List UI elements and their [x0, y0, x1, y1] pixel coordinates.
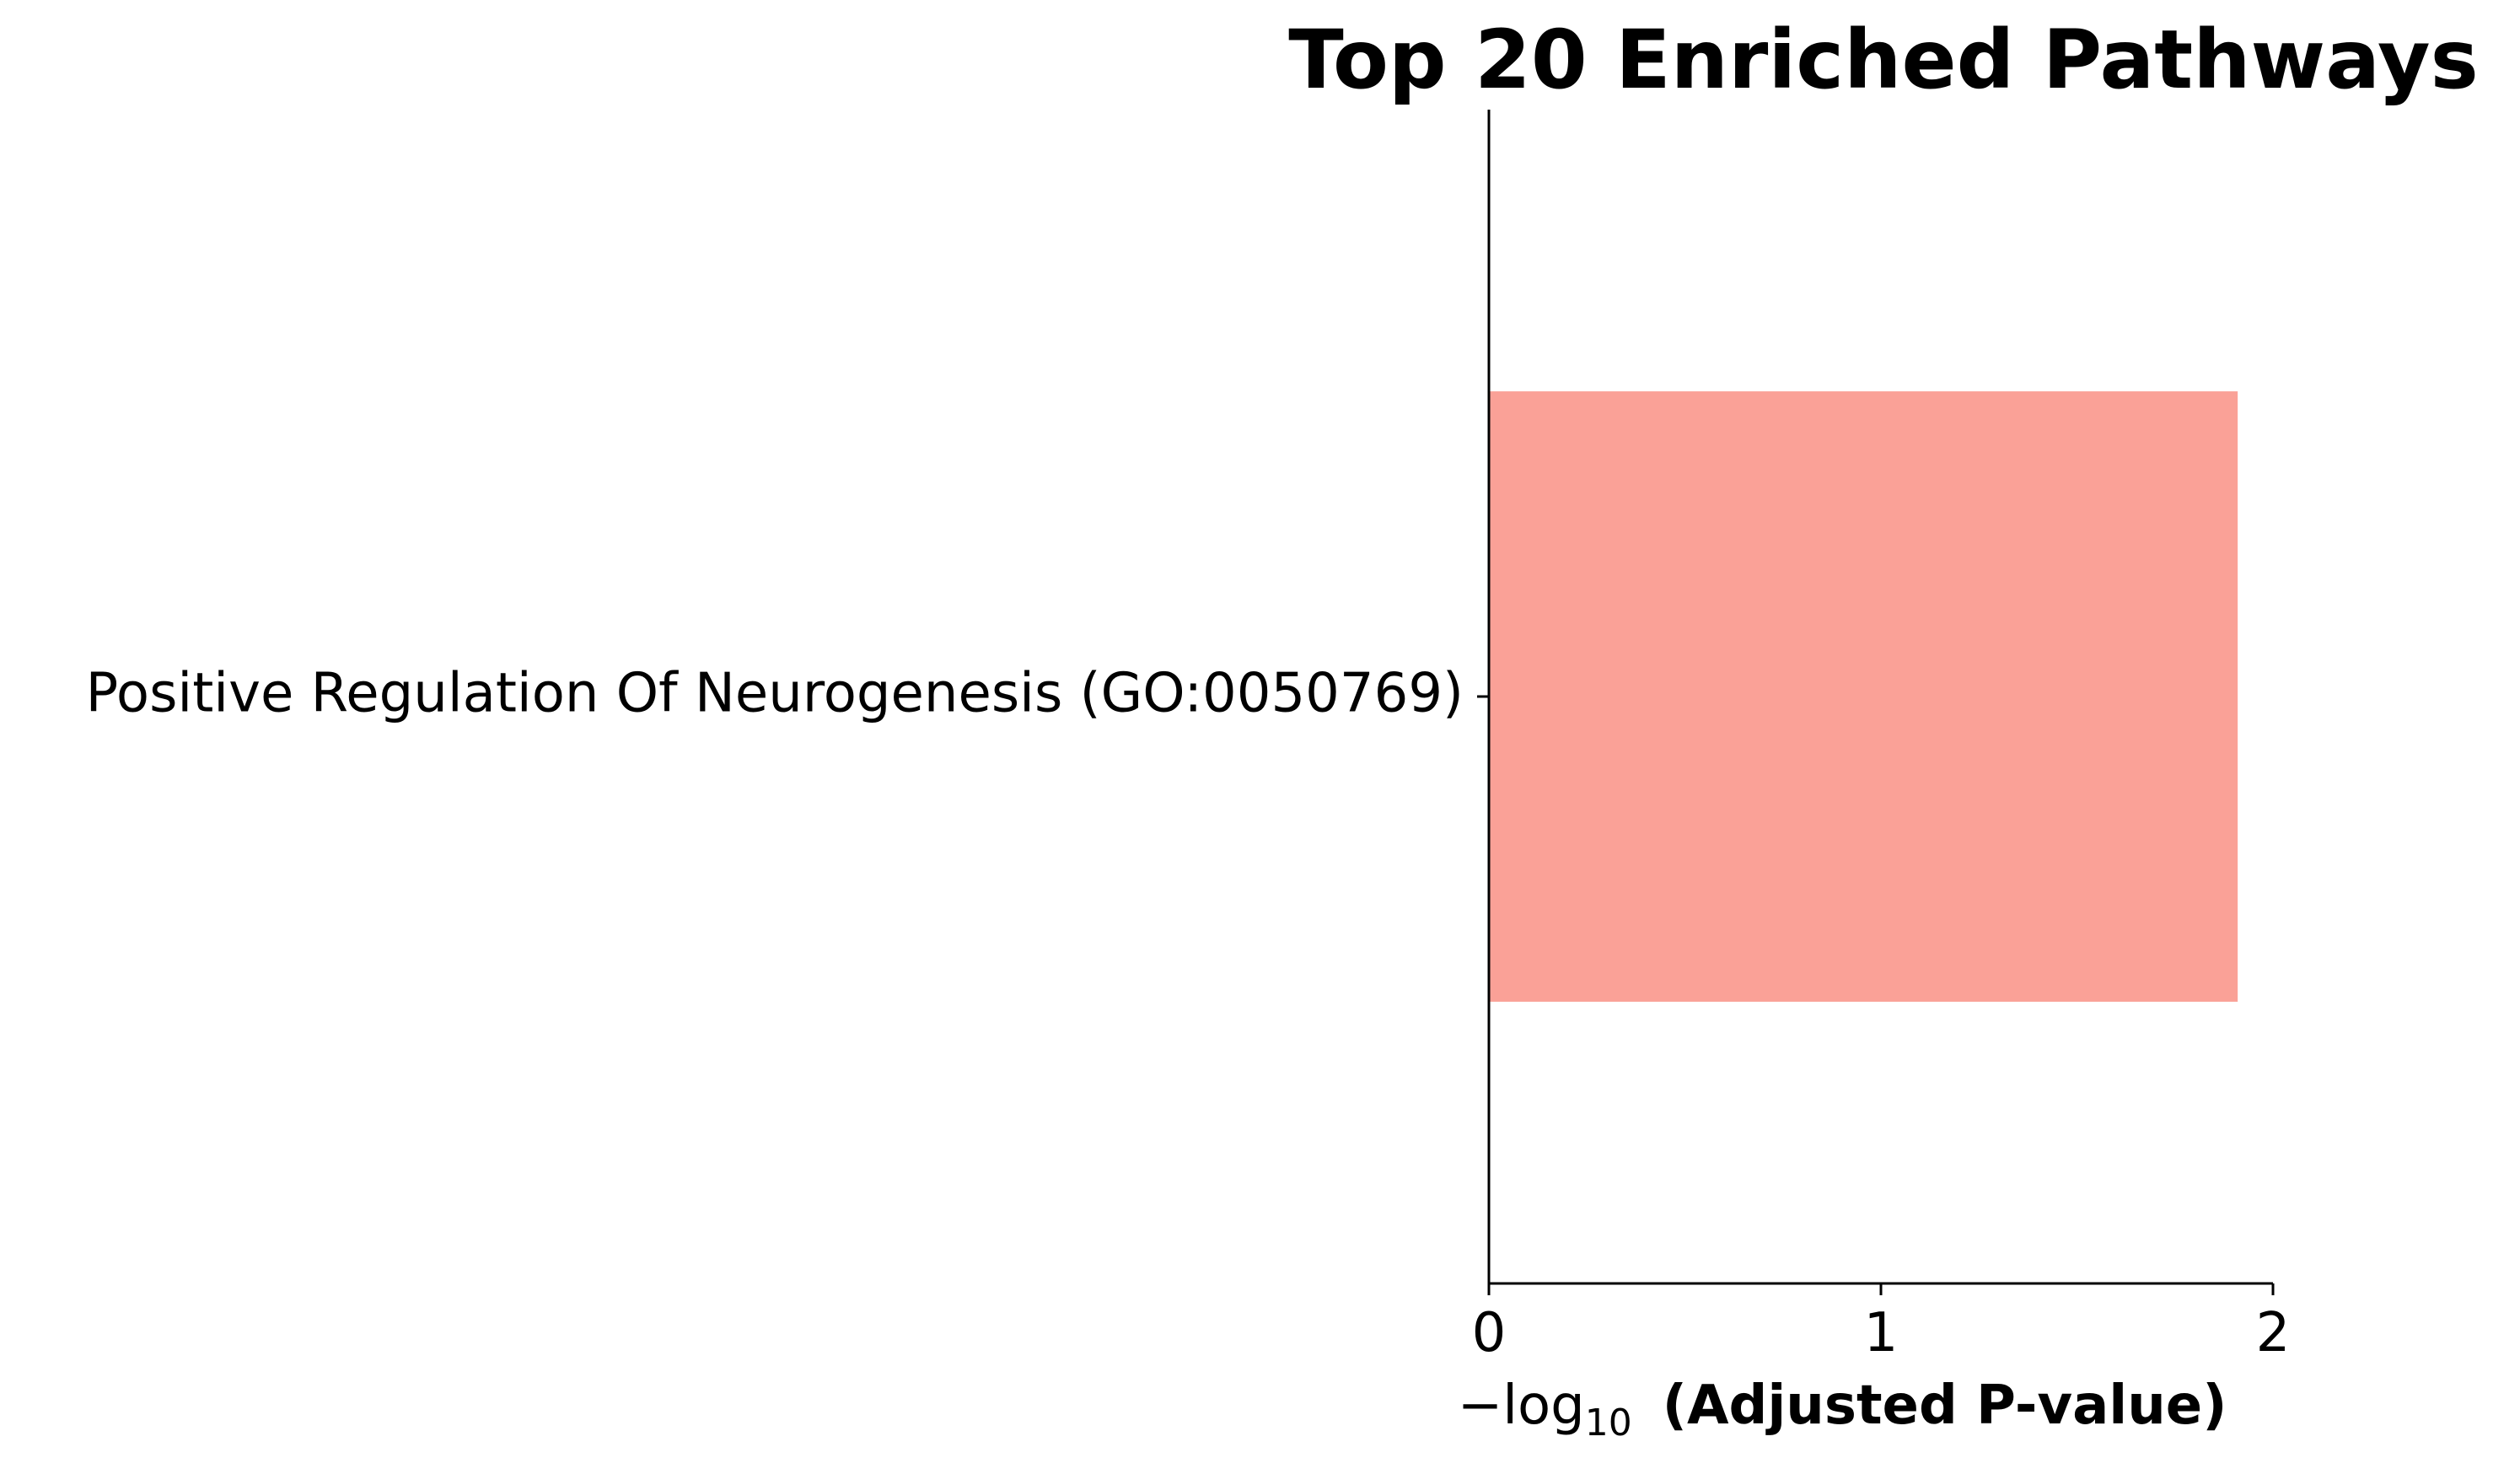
x-tick-label: 2: [2256, 1302, 2291, 1364]
category-label: Positive Regulation Of Neurogenesis (GO:…: [86, 663, 1464, 725]
x-axis-label: −log10 (Adjusted P-value): [1458, 1375, 2227, 1445]
bar: [1489, 391, 2238, 1002]
category-labels-layer: Positive Regulation Of Neurogenesis (GO:…: [86, 663, 1464, 725]
bars-layer: [1489, 391, 2238, 1002]
x-axis-label-prefix: −log: [1458, 1375, 1585, 1437]
x-axis-label-main: (Adjusted P-value): [1663, 1375, 2227, 1437]
ticks-layer: 0 1 2: [1472, 695, 2291, 1364]
x-tick-label: 0: [1472, 1302, 1507, 1364]
x-tick-label: 1: [1864, 1302, 1899, 1364]
chart-title: Top 20 Enriched Pathways: [1288, 13, 2479, 107]
x-axis-label-subscript: 10: [1585, 1402, 1632, 1445]
